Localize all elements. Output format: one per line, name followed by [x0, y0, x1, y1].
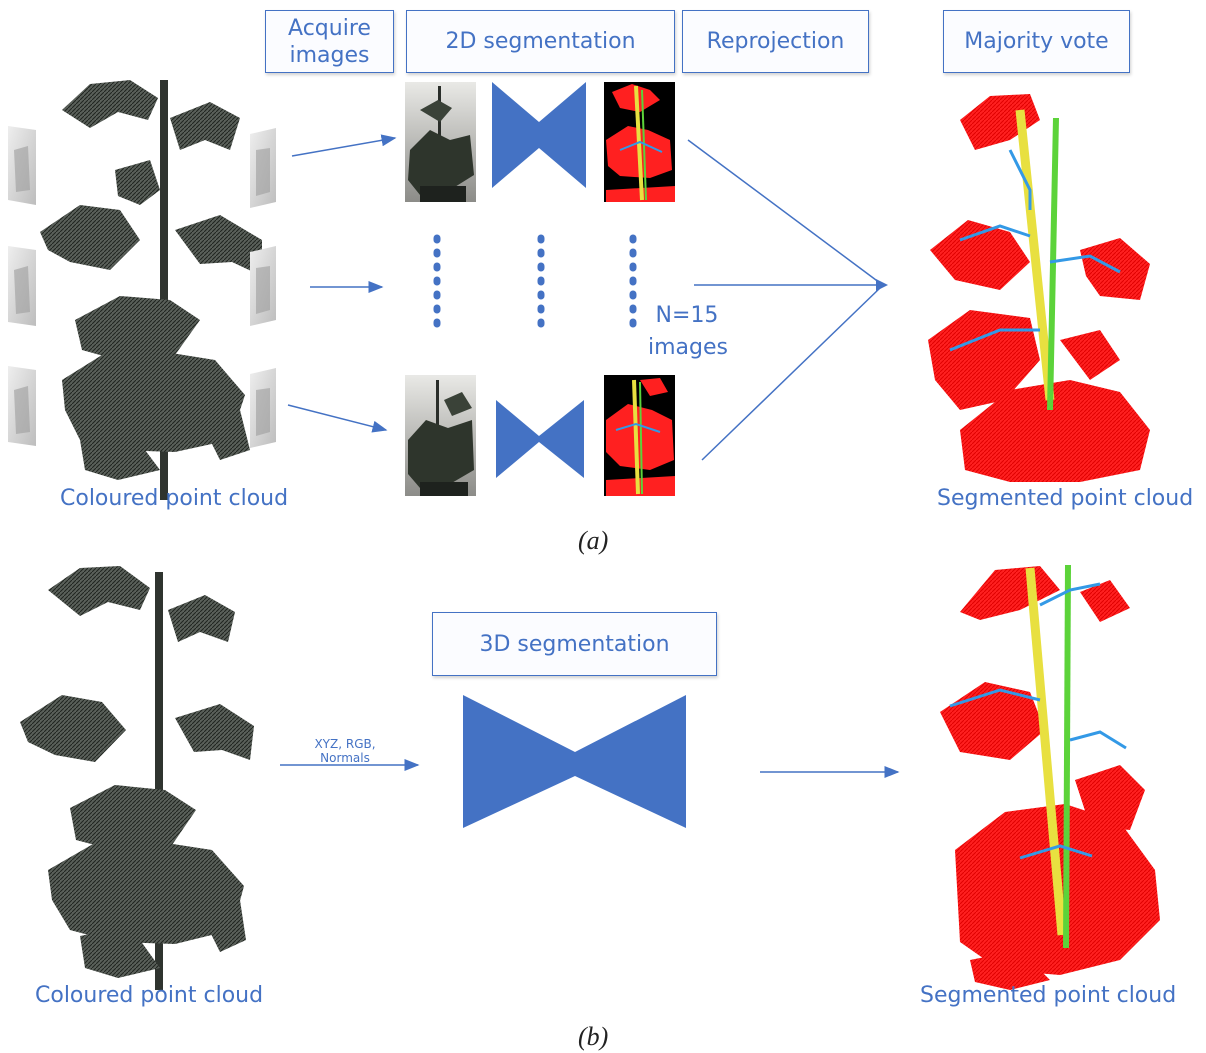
- segmentation-3d-step: 3D segmentation: [432, 612, 717, 676]
- segmentation-mask-15: [604, 375, 675, 496]
- view-card-right-mid: [250, 246, 276, 326]
- view-card-right-top: [250, 128, 276, 208]
- reprojection-step: Reprojection: [682, 10, 869, 73]
- view-card-left-top: [8, 126, 36, 205]
- coloured-point-cloud-b: [20, 566, 254, 990]
- segmentation-2d-label: 2D segmentation: [445, 29, 636, 54]
- segmented-point-cloud-b: [940, 564, 1160, 990]
- continuation-dots: [433, 234, 637, 329]
- segmented-point-cloud-a: [928, 94, 1150, 482]
- majority-vote-step: Majority vote: [943, 10, 1130, 73]
- caption-b: (b): [578, 1022, 609, 1051]
- input-features-label: XYZ, RGB, Normals: [314, 737, 376, 765]
- acquire-images-step: Acquire images: [265, 10, 394, 73]
- segmentation-3d-label: 3D segmentation: [479, 631, 670, 657]
- caption-a: (a): [578, 526, 609, 555]
- segmentation-2d-step: 2D segmentation: [406, 10, 675, 73]
- segmentation-mask-1: [604, 82, 675, 202]
- arrow-view3-to-image15: [287, 404, 388, 433]
- arrow-view1-to-image1: [291, 134, 397, 157]
- coloured-point-cloud-a: [40, 80, 262, 500]
- arrow-reproject-15: [701, 287, 881, 461]
- rgb-image-15: [405, 375, 476, 496]
- output-label-a: Segmented point cloud: [937, 486, 1194, 511]
- segmentation-network-3d: [463, 695, 686, 828]
- majority-vote-arrowhead: [876, 279, 888, 291]
- reprojection-label: Reprojection: [706, 29, 845, 54]
- segmentation-network-1: [492, 82, 586, 188]
- input-label-a: Coloured point cloud: [60, 486, 289, 511]
- image-count-label: N=15 images: [648, 303, 728, 360]
- acquire-images-label: Acquire images: [288, 15, 371, 68]
- view-card-right-bottom: [250, 368, 276, 448]
- view-card-left-bottom: [8, 366, 36, 446]
- output-label-b: Segmented point cloud: [920, 983, 1177, 1008]
- input-label-b: Coloured point cloud: [35, 983, 264, 1008]
- arrow-reproject-1: [687, 139, 881, 284]
- view-card-left-mid: [8, 246, 36, 326]
- segmentation-network-15: [496, 400, 584, 478]
- majority-vote-label: Majority vote: [964, 29, 1109, 54]
- rgb-image-1: [405, 82, 476, 202]
